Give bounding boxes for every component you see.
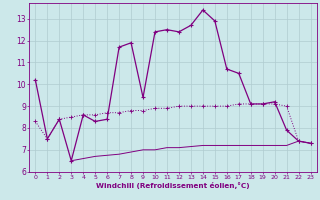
X-axis label: Windchill (Refroidissement éolien,°C): Windchill (Refroidissement éolien,°C) bbox=[96, 182, 250, 189]
